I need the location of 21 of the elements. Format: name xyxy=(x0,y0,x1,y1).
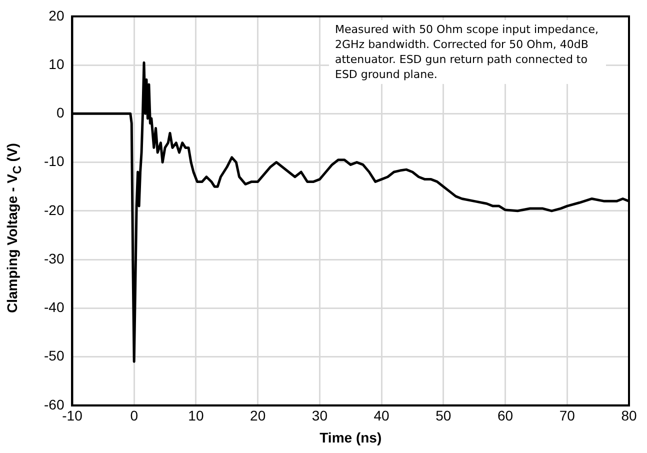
x-tick-label: 50 xyxy=(436,408,452,424)
y-tick-label: -20 xyxy=(44,202,64,218)
x-tick-label: 20 xyxy=(250,408,266,424)
x-tick-label: 10 xyxy=(188,408,204,424)
y-tick-label: -40 xyxy=(44,299,64,316)
y-tick-label: 0 xyxy=(56,104,64,121)
y-tick-label: 20 xyxy=(48,7,64,24)
y-tick-label: 10 xyxy=(48,56,64,72)
x-tick-label: 80 xyxy=(621,408,637,424)
x-tick-label: 70 xyxy=(559,408,576,424)
x-tick-label: 0 xyxy=(130,408,138,424)
x-tick-label: 60 xyxy=(497,408,514,424)
x-tick-label: -10 xyxy=(62,408,83,424)
y-tick-label: -10 xyxy=(44,153,64,170)
y-tick-label: -30 xyxy=(44,250,64,266)
x-tick-label: 40 xyxy=(374,408,390,424)
annotation: Measured with 50 Ohm scope input impedance, 2GHz bandwidth. Corrected for 50 Ohm, 40dB attenuator. ESD gun return path connected to ESD ground plane. xyxy=(329,20,606,84)
x-axis-title: Time (ns) xyxy=(320,429,382,446)
y-tick-label: -50 xyxy=(44,348,64,364)
y-tick-label: -60 xyxy=(44,396,64,412)
x-tick-label: 30 xyxy=(312,408,328,424)
